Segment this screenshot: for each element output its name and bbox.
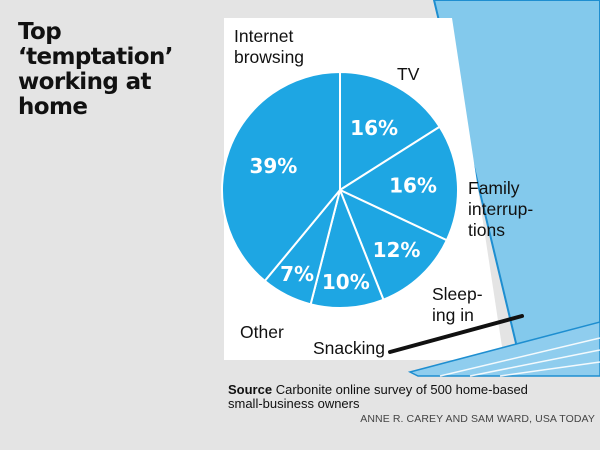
title-line: home xyxy=(18,94,88,120)
slice-category-label: browsing xyxy=(234,47,304,67)
slice-category-label: interrup- xyxy=(468,199,533,219)
keyboard-keys xyxy=(439,337,600,377)
pie-slice xyxy=(337,125,459,242)
slice-category-label: Other xyxy=(240,322,284,342)
laptop-hinge xyxy=(388,314,524,354)
slice-percent-label: 39% xyxy=(249,154,297,178)
chart-title: Top ‘temptation’ working at home xyxy=(18,20,218,120)
pie-slice xyxy=(309,186,385,309)
slice-category-label: Snacking xyxy=(313,338,385,358)
pie-chart xyxy=(221,70,459,309)
slice-category-label: TV xyxy=(397,64,420,84)
source-note: Source Carbonite online survey of 500 ho… xyxy=(228,383,593,411)
slice-percent-label: 16% xyxy=(350,116,398,140)
laptop-screen-bezel xyxy=(432,0,600,361)
pie-slice xyxy=(339,70,442,192)
slice-category-label: Sleep- xyxy=(432,284,483,304)
source-text: Carbonite online survey of 500 home-base… xyxy=(275,382,528,397)
pie-slice xyxy=(221,70,341,283)
slice-percent-label: 12% xyxy=(373,238,421,262)
slice-category-label: Family xyxy=(468,178,520,198)
slice-category-label: tions xyxy=(468,220,505,240)
title-line: ‘temptation’ xyxy=(18,44,173,70)
slice-percent-label: 10% xyxy=(322,270,370,294)
pie-slice xyxy=(338,188,449,302)
laptop-keyboard xyxy=(407,321,600,377)
title-line: Top xyxy=(18,19,62,45)
slice-percent-label: 16% xyxy=(389,173,437,197)
slice-category-label: Internet xyxy=(234,26,293,46)
source-text-line2: small-business owners xyxy=(228,396,360,411)
source-label: Source xyxy=(228,382,273,397)
slice-category-label: ing in xyxy=(432,305,474,325)
credit-line: ANNE R. CAREY AND SAM WARD, USA TODAY xyxy=(360,413,595,425)
title-line: working at xyxy=(18,69,152,95)
slice-percent-label: 7% xyxy=(280,262,314,286)
